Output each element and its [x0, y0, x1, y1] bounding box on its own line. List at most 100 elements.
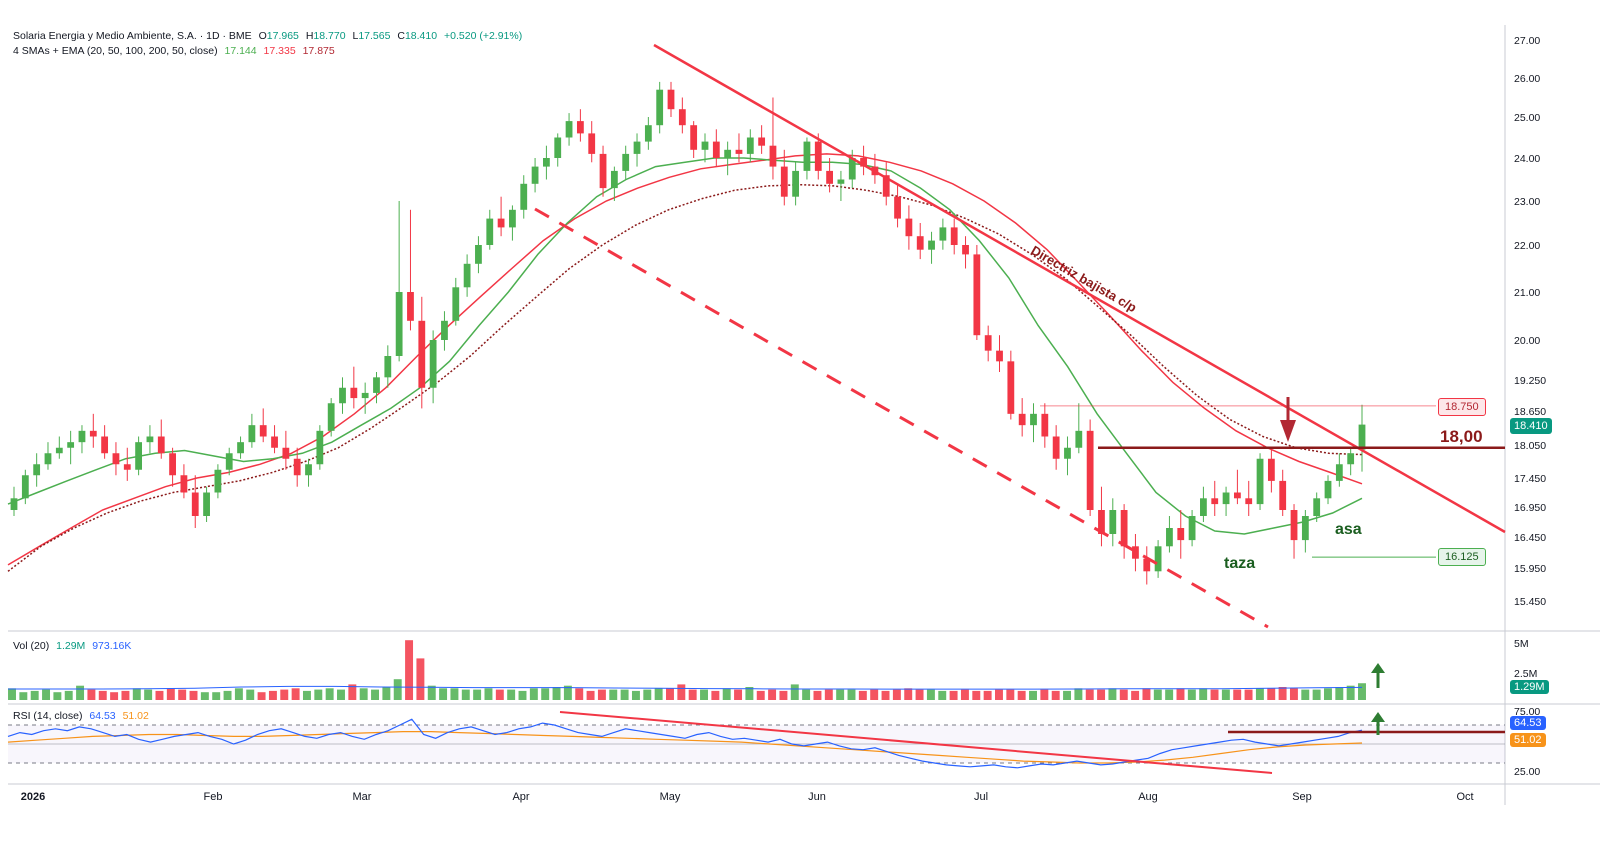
candle-body — [656, 89, 664, 126]
volume-bar — [439, 688, 448, 700]
candle-body — [361, 392, 369, 399]
volume-bar — [926, 689, 935, 700]
volume-bar — [280, 689, 289, 700]
candle-body — [146, 436, 154, 443]
volume-bar — [359, 688, 368, 700]
candle-body — [89, 430, 97, 437]
candle-body — [735, 149, 743, 154]
candle-body — [1256, 458, 1264, 505]
volume-bar — [836, 689, 845, 700]
symbol-line: Solaria Energia y Medio Ambiente, S.A. ·… — [13, 30, 252, 42]
down-arrow-head — [1280, 420, 1296, 442]
parallel-dashed-channel — [534, 207, 1269, 629]
volume-bar — [949, 690, 958, 700]
candle-body — [746, 137, 754, 154]
candle-body — [543, 158, 550, 167]
price-tick-label: 15.450 — [1514, 596, 1546, 608]
candle-body — [610, 170, 618, 189]
price-tick-label: 18.050 — [1514, 440, 1546, 452]
candle-body — [418, 320, 426, 388]
volume-tick-label: 2.5M — [1514, 668, 1537, 680]
volume-bar — [42, 689, 51, 700]
price-tick-label: 18.650 — [1514, 406, 1546, 418]
candle-body — [101, 436, 109, 454]
price-tick-label: 15.950 — [1514, 563, 1546, 575]
volume-bar — [938, 690, 947, 700]
volume-bar — [19, 692, 28, 700]
volume-bar — [745, 687, 754, 700]
candle-body — [1211, 498, 1219, 505]
candle-body — [384, 356, 392, 378]
candle-body — [984, 335, 992, 351]
candle-body — [973, 254, 981, 336]
price-tick-label: 17.450 — [1514, 473, 1546, 485]
volume-bar — [711, 690, 720, 700]
volume-bar — [1289, 688, 1298, 700]
candle-body — [305, 464, 312, 476]
volume-bar — [155, 690, 164, 700]
candle-body — [10, 498, 18, 510]
candle-body — [214, 469, 222, 493]
time-tick-label: 2026 — [21, 791, 45, 803]
volume-bar — [98, 690, 107, 700]
candle-body — [271, 436, 278, 448]
open-value: 17.965 — [266, 30, 299, 42]
volume-bar — [234, 688, 243, 700]
volume-bar — [700, 689, 708, 700]
rsi-tag: 64.53 — [1510, 716, 1546, 730]
volume-bar — [1142, 688, 1151, 700]
candle-body — [678, 109, 686, 126]
volume-bar — [484, 688, 493, 700]
candle-body — [1188, 516, 1196, 541]
candle-body — [1154, 546, 1162, 572]
volume-bar — [1051, 690, 1060, 700]
volume-bar — [575, 688, 584, 700]
last-price-tag: 18.410 — [1510, 418, 1552, 434]
volume-bar — [450, 688, 459, 700]
volume-bar — [1244, 689, 1253, 700]
volume-bar — [1063, 690, 1072, 700]
volume-bar — [1335, 687, 1344, 700]
volume-bar — [1221, 689, 1230, 700]
price-tick-label: 26.00 — [1514, 73, 1540, 85]
volume-bar — [189, 690, 198, 700]
low-value: 17.565 — [358, 30, 391, 42]
ma-value-3: 17.875 — [302, 45, 335, 57]
volume-bar — [790, 684, 799, 700]
volume-legend: Vol (20) 1.29M 973.16K — [13, 640, 135, 652]
candle-body — [1064, 447, 1071, 459]
candle-body — [1007, 361, 1015, 414]
candle-body — [1347, 453, 1355, 465]
volume-value-2: 973.16K — [92, 640, 132, 652]
volume-bar — [8, 688, 16, 700]
candle-body — [33, 464, 41, 476]
volume-bar — [1040, 689, 1049, 700]
ema-dotted-line — [7, 183, 1363, 572]
candle-body — [509, 209, 516, 228]
price-tick-label: 27.00 — [1514, 35, 1540, 47]
volume-bar — [779, 690, 788, 700]
price-tick-label: 23.00 — [1514, 196, 1540, 208]
volume-bar — [972, 690, 981, 700]
candle-body — [1132, 546, 1139, 559]
rsi-tick-label: 75.00 — [1514, 706, 1540, 718]
volume-bar — [405, 640, 414, 700]
rsi-value-1: 64.53 — [89, 710, 116, 722]
candle-body — [225, 453, 233, 470]
candle-body — [259, 425, 267, 437]
candle-body — [112, 453, 120, 465]
volume-bar — [1153, 689, 1162, 700]
volume-bar — [1323, 688, 1332, 700]
volume-bar — [1119, 689, 1128, 700]
candle-body — [667, 89, 675, 110]
volume-bar — [473, 689, 482, 700]
volume-bar — [461, 689, 470, 700]
rsi-label: RSI (14, close) — [13, 710, 83, 722]
candle-body — [780, 166, 788, 197]
volume-bar — [541, 688, 550, 700]
volume-bar — [64, 690, 73, 700]
volume-bar — [1074, 688, 1083, 700]
candle-body — [905, 218, 913, 237]
